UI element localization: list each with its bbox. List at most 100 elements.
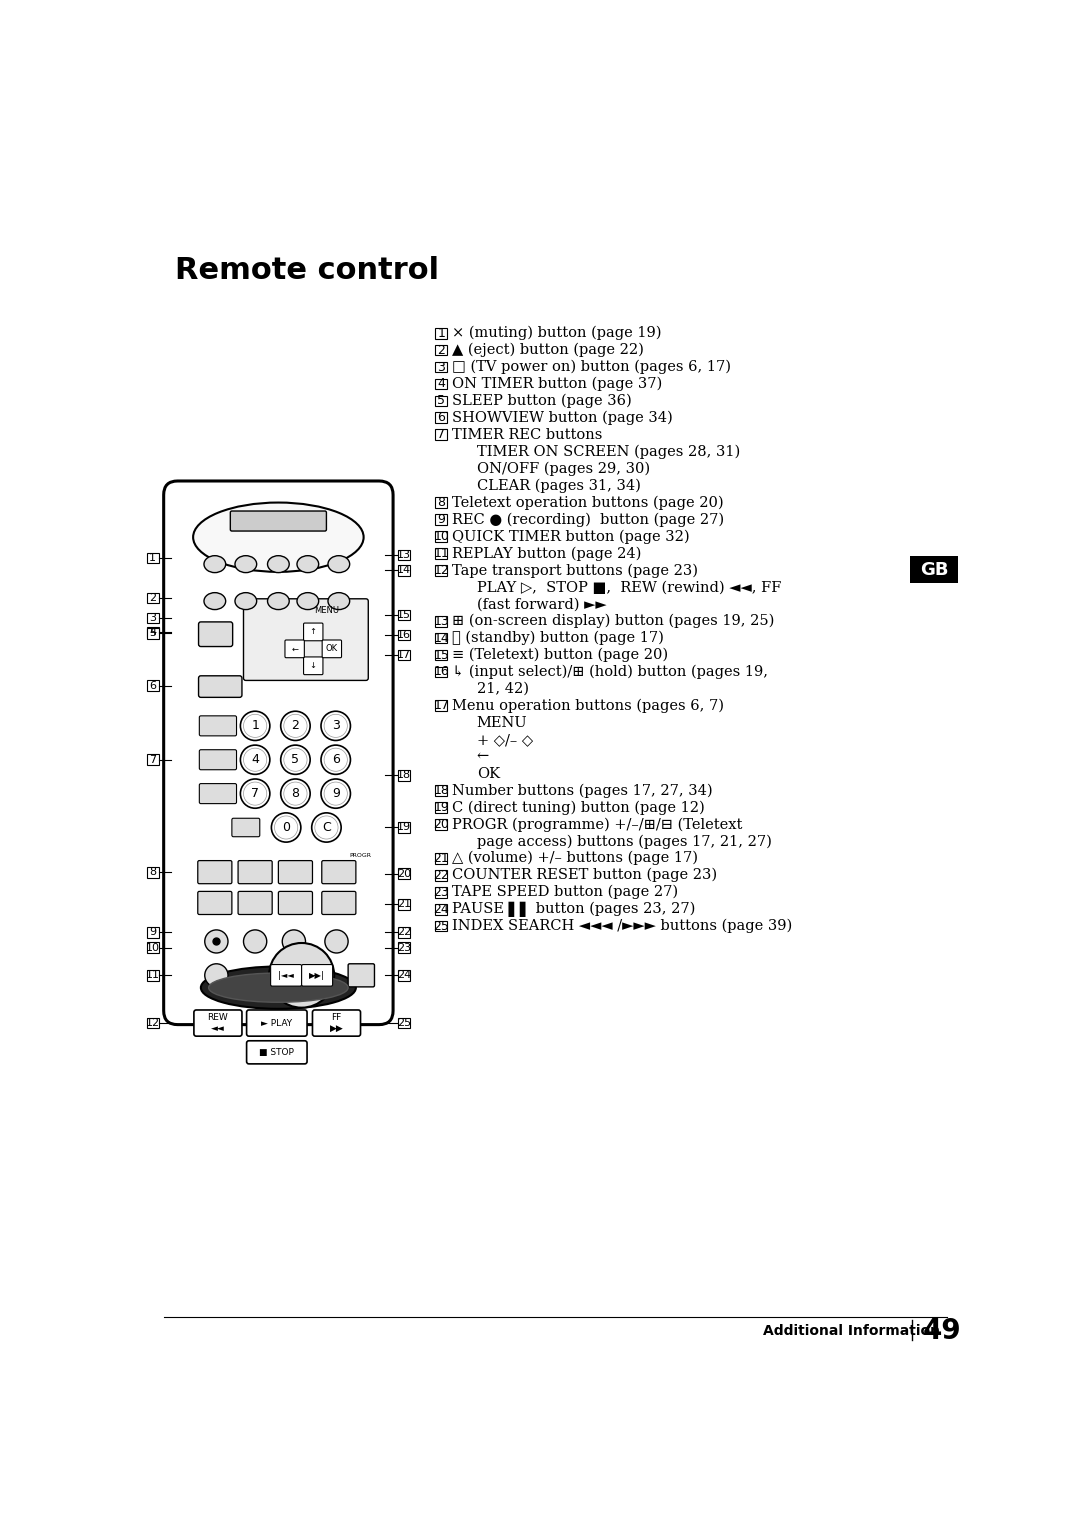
Text: 19: 19 <box>433 801 449 814</box>
Text: 18: 18 <box>433 784 449 798</box>
FancyBboxPatch shape <box>147 613 159 624</box>
Text: SHOWVIEW button (page 34): SHOWVIEW button (page 34) <box>451 410 673 425</box>
Text: ⊞ (on-screen display) button (pages 19, 25): ⊞ (on-screen display) button (pages 19, … <box>451 615 774 628</box>
Circle shape <box>281 711 310 741</box>
Text: GB: GB <box>920 561 948 578</box>
Text: TIMER ON SCREEN (pages 28, 31): TIMER ON SCREEN (pages 28, 31) <box>476 444 740 459</box>
Text: INDEX SEARCH ◄◄◄ /►►► buttons (page 39): INDEX SEARCH ◄◄◄ /►►► buttons (page 39) <box>451 920 793 933</box>
Text: ON/OFF (pages 29, 30): ON/OFF (pages 29, 30) <box>476 462 650 476</box>
FancyBboxPatch shape <box>279 892 312 915</box>
Ellipse shape <box>268 555 289 572</box>
FancyBboxPatch shape <box>147 755 159 766</box>
Ellipse shape <box>204 593 226 610</box>
FancyBboxPatch shape <box>397 770 410 781</box>
Text: 5: 5 <box>149 628 157 639</box>
Text: 7: 7 <box>252 787 259 801</box>
FancyBboxPatch shape <box>397 1017 410 1028</box>
Circle shape <box>284 714 307 738</box>
Circle shape <box>269 942 334 1008</box>
FancyBboxPatch shape <box>312 1010 361 1035</box>
Text: PROGR: PROGR <box>349 852 372 857</box>
Circle shape <box>321 746 350 775</box>
Text: 16: 16 <box>433 665 449 679</box>
Circle shape <box>324 714 348 738</box>
Text: 3: 3 <box>437 360 445 374</box>
FancyBboxPatch shape <box>238 892 272 915</box>
Text: 24: 24 <box>433 903 449 915</box>
Text: 2: 2 <box>149 593 157 602</box>
Text: C: C <box>322 820 330 834</box>
Ellipse shape <box>268 593 289 610</box>
Text: 7: 7 <box>437 429 445 441</box>
Text: 5: 5 <box>292 753 299 766</box>
Circle shape <box>325 930 348 953</box>
FancyBboxPatch shape <box>435 547 447 558</box>
Ellipse shape <box>208 973 348 1002</box>
FancyBboxPatch shape <box>435 666 447 677</box>
Text: 6: 6 <box>149 680 157 691</box>
FancyBboxPatch shape <box>271 964 301 987</box>
FancyBboxPatch shape <box>198 860 232 883</box>
Text: REC ● (recording)  button (page 27): REC ● (recording) button (page 27) <box>451 512 724 526</box>
Text: ←: ← <box>292 645 298 653</box>
Text: 13: 13 <box>433 615 449 628</box>
Text: 12: 12 <box>433 564 449 576</box>
Circle shape <box>281 746 310 775</box>
FancyBboxPatch shape <box>147 1017 159 1028</box>
Circle shape <box>205 930 228 953</box>
FancyBboxPatch shape <box>910 555 958 584</box>
FancyBboxPatch shape <box>397 942 410 953</box>
Text: 2: 2 <box>292 720 299 732</box>
Text: □ (TV power on) button (pages 6, 17): □ (TV power on) button (pages 6, 17) <box>451 360 731 374</box>
FancyBboxPatch shape <box>198 892 232 915</box>
FancyBboxPatch shape <box>199 622 232 647</box>
Text: 5: 5 <box>437 395 445 407</box>
FancyBboxPatch shape <box>435 700 447 711</box>
FancyBboxPatch shape <box>435 328 447 339</box>
Circle shape <box>281 779 310 808</box>
Text: TAPE SPEED button (page 27): TAPE SPEED button (page 27) <box>451 884 678 900</box>
FancyBboxPatch shape <box>301 964 333 987</box>
Text: 8: 8 <box>149 868 157 877</box>
FancyBboxPatch shape <box>164 480 393 1025</box>
Circle shape <box>274 816 298 839</box>
Circle shape <box>205 964 228 987</box>
Text: 1: 1 <box>437 326 445 340</box>
Text: 21: 21 <box>433 852 449 865</box>
Text: ON TIMER button (page 37): ON TIMER button (page 37) <box>451 377 662 392</box>
Ellipse shape <box>193 503 364 572</box>
Text: 7: 7 <box>149 755 157 764</box>
Text: 8: 8 <box>292 787 299 801</box>
Ellipse shape <box>328 593 350 610</box>
Text: ≡ (Teletext) button (page 20): ≡ (Teletext) button (page 20) <box>451 648 669 662</box>
Text: MENU: MENU <box>314 605 339 615</box>
FancyBboxPatch shape <box>147 552 159 563</box>
Text: 24: 24 <box>396 970 411 981</box>
FancyBboxPatch shape <box>435 361 447 372</box>
Text: Tape transport buttons (page 23): Tape transport buttons (page 23) <box>451 563 698 578</box>
FancyBboxPatch shape <box>435 886 447 898</box>
Text: REW
◄◄: REW ◄◄ <box>207 1014 228 1032</box>
FancyBboxPatch shape <box>435 869 447 880</box>
Text: Remote control: Remote control <box>175 256 440 285</box>
Text: 18: 18 <box>396 770 411 781</box>
FancyBboxPatch shape <box>435 904 447 915</box>
Text: C (direct tuning) button (page 12): C (direct tuning) button (page 12) <box>451 801 705 814</box>
Text: 25: 25 <box>433 920 449 933</box>
Text: TIMER REC buttons: TIMER REC buttons <box>451 429 603 442</box>
Text: 17: 17 <box>396 650 411 660</box>
FancyBboxPatch shape <box>435 616 447 627</box>
Text: 10: 10 <box>146 942 160 953</box>
FancyBboxPatch shape <box>348 964 375 987</box>
Text: MENU: MENU <box>476 715 527 730</box>
Text: + ◇/– ◇: + ◇/– ◇ <box>476 732 532 747</box>
FancyBboxPatch shape <box>435 633 447 644</box>
FancyBboxPatch shape <box>322 892 356 915</box>
Text: 8: 8 <box>437 496 445 509</box>
Text: 1: 1 <box>149 554 157 563</box>
FancyBboxPatch shape <box>200 715 237 737</box>
Text: FF
▶▶: FF ▶▶ <box>329 1014 343 1032</box>
FancyBboxPatch shape <box>435 514 447 525</box>
Text: 4: 4 <box>149 627 157 637</box>
Text: (fast forward) ►►: (fast forward) ►► <box>476 598 606 612</box>
